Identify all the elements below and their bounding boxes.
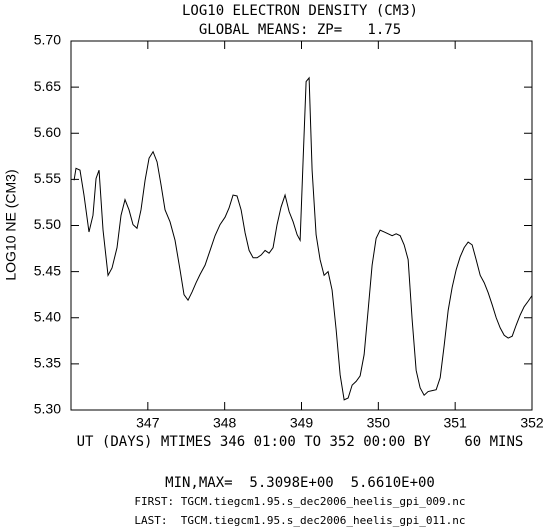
x-tick-label: 348 <box>213 415 237 431</box>
y-tick-label: 5.55 <box>34 170 61 186</box>
y-tick-label: 5.35 <box>34 355 61 371</box>
y-tick-label: 5.60 <box>34 124 61 140</box>
x-axis-label: UT (DAYS) MTIMES 346 01:00 TO 352 00:00 … <box>77 434 524 450</box>
x-tick-label: 350 <box>367 415 391 431</box>
annotation: FIRST: TGCM.tiegcm1.95.s_dec2006_heelis_… <box>134 495 465 508</box>
x-tick-label: 349 <box>290 415 314 431</box>
plot-frame <box>70 40 533 411</box>
x-tick-label: 347 <box>136 415 160 431</box>
chart-title: LOG10 ELECTRON DENSITY (CM3) <box>182 3 418 19</box>
data-line <box>73 76 533 401</box>
chart-subtitle: GLOBAL MEANS: ZP= 1.75 <box>199 22 401 38</box>
annotation: LAST: TGCM.tiegcm1.95.s_dec2006_heelis_g… <box>134 514 465 527</box>
annotation: MIN,MAX= 5.3098E+00 5.6610E+00 <box>165 475 435 491</box>
y-tick-label: 5.70 <box>34 32 61 48</box>
y-axis-label: LOG10 NE (CM3) <box>3 169 19 280</box>
x-tick-label: 352 <box>520 415 544 431</box>
y-tick-label: 5.65 <box>34 78 61 94</box>
y-tick-label: 5.40 <box>34 308 61 324</box>
y-tick-label: 5.30 <box>34 401 61 417</box>
x-tick-label: 351 <box>443 415 467 431</box>
y-tick-label: 5.50 <box>34 216 61 232</box>
y-tick-label: 5.45 <box>34 262 61 278</box>
